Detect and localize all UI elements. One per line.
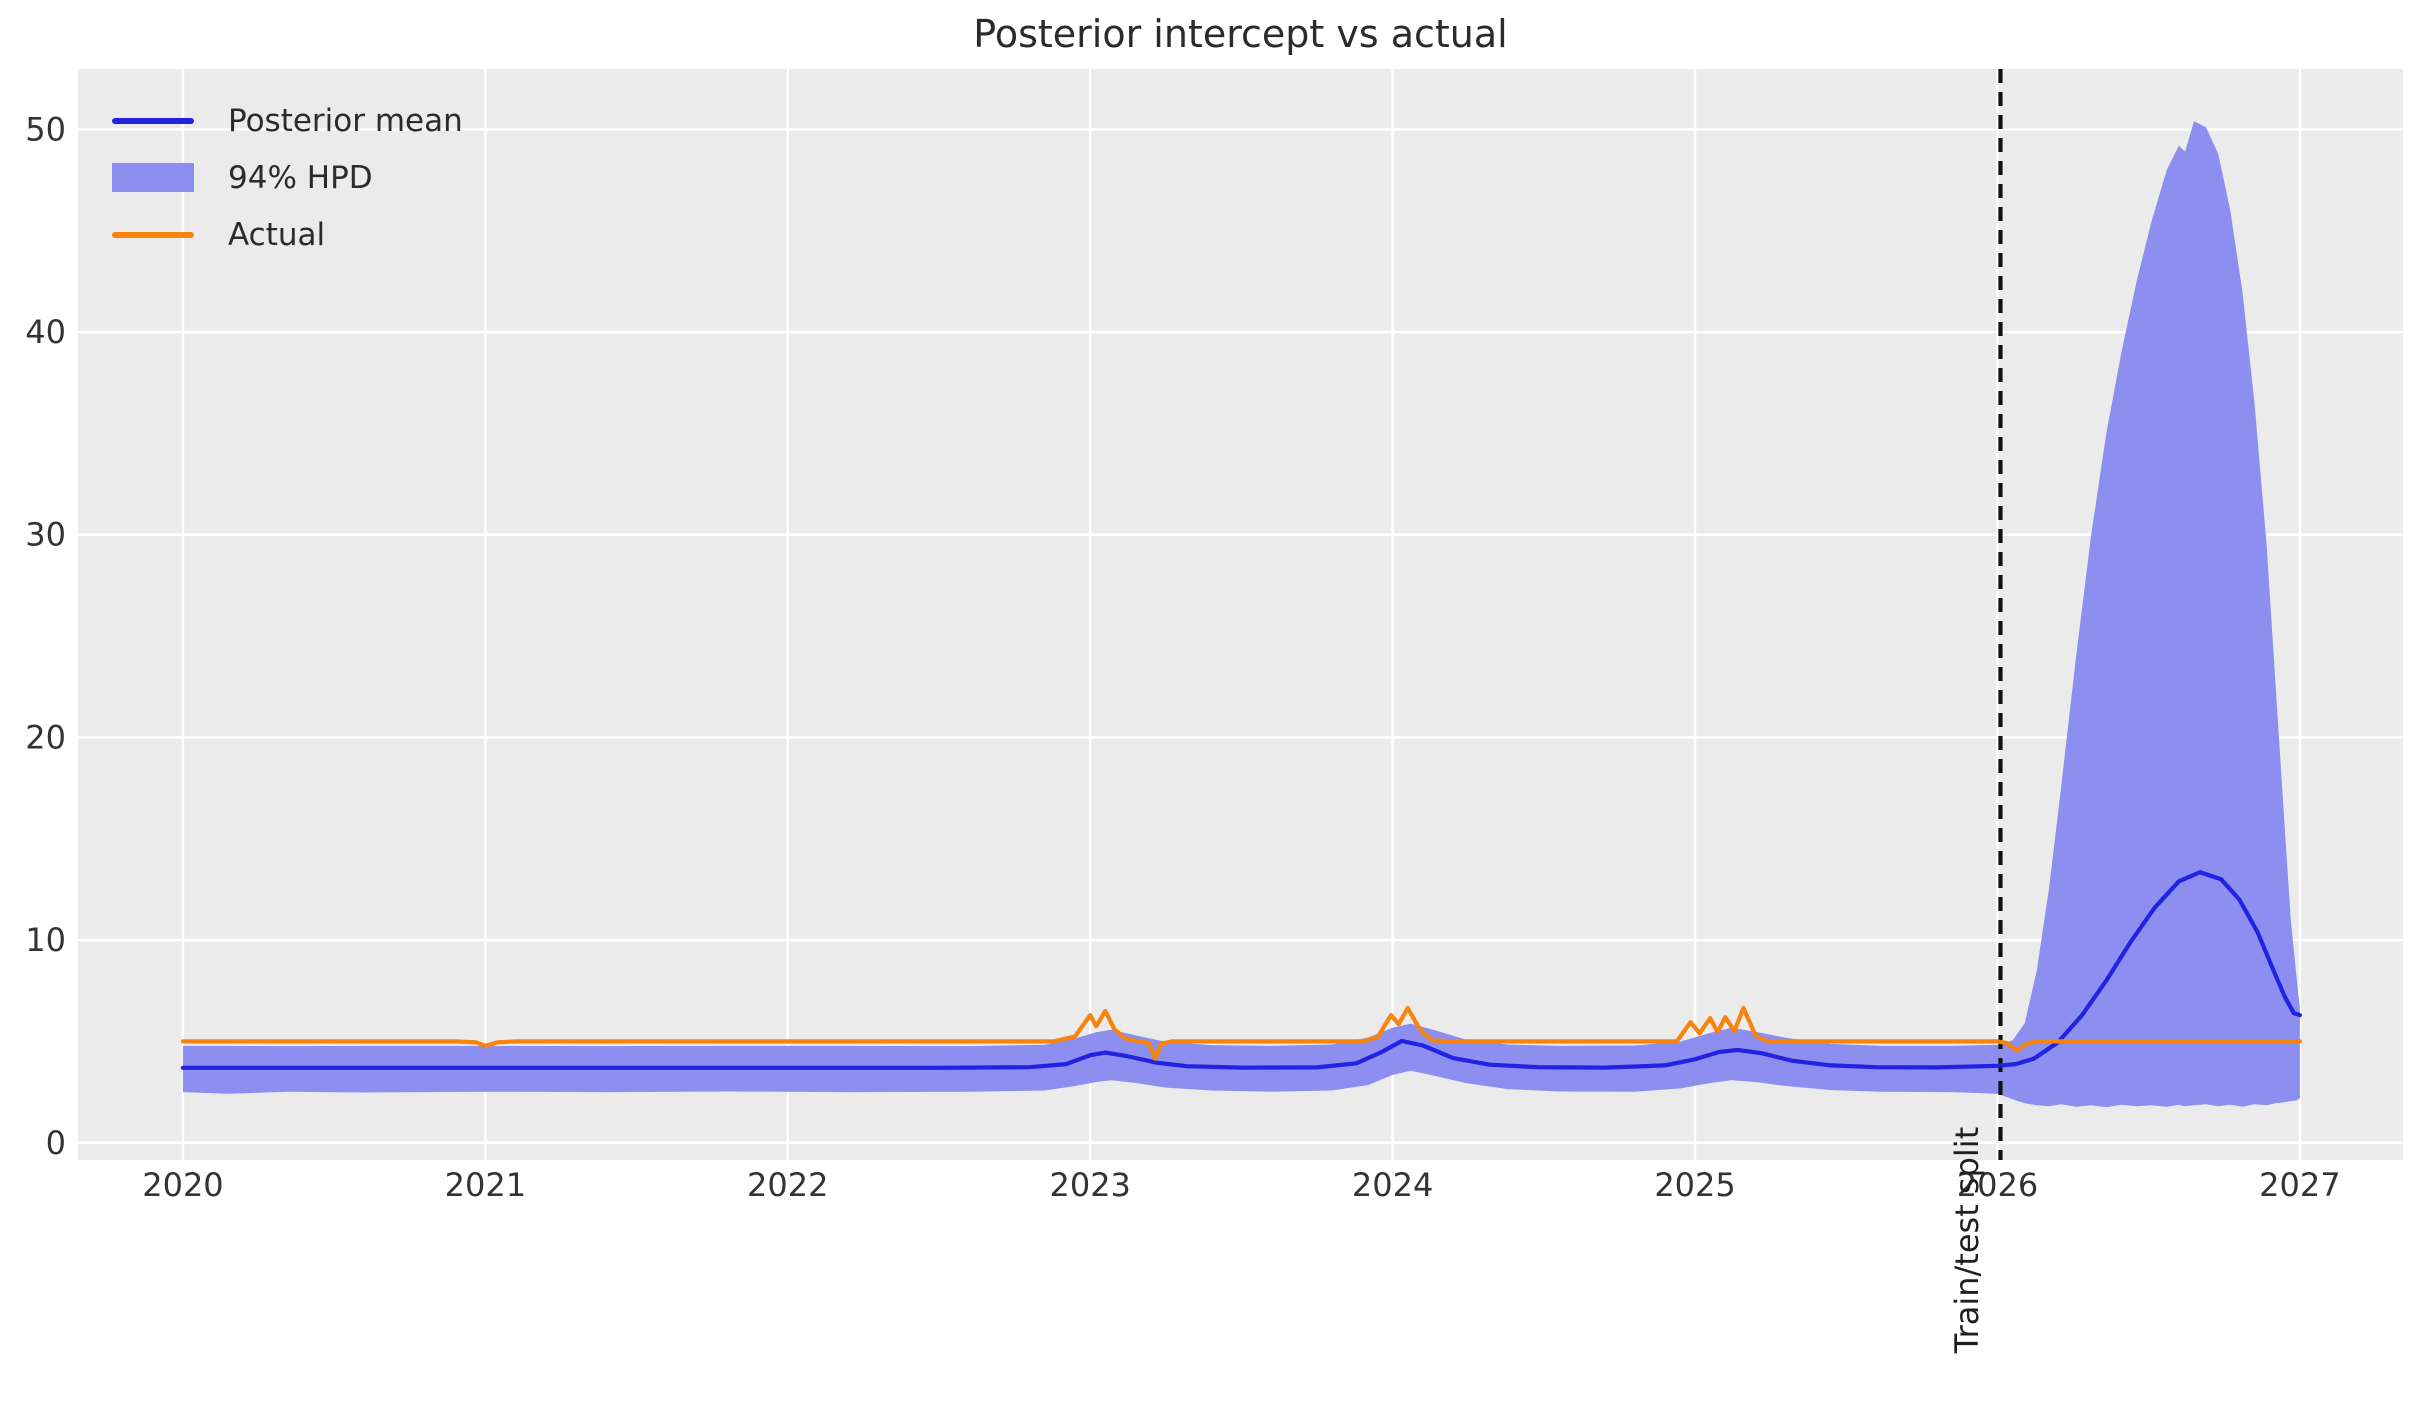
- gridlines: [78, 69, 2403, 1160]
- legend-label: Posterior mean: [228, 102, 463, 139]
- actual-polyline: [180, 1005, 2302, 1061]
- legend: Posterior mean 94% HPD Actual: [100, 100, 463, 255]
- train-test-split-label: Train/test split: [1948, 1127, 1986, 1355]
- legend-label: Actual: [228, 216, 326, 253]
- posterior-mean-line-swatch: [112, 117, 194, 124]
- y-tick-label: 10: [25, 921, 66, 959]
- x-tick-label: 2027: [2259, 1166, 2340, 1204]
- x-tick-label: 2020: [142, 1166, 223, 1204]
- x-tick-label: 2021: [445, 1166, 526, 1204]
- posterior-mean-line: [180, 870, 2302, 1070]
- posterior-mean-polyline: [180, 870, 2302, 1070]
- legend-label: 94% HPD: [228, 159, 373, 196]
- x-tick-label: 2024: [1352, 1166, 1433, 1204]
- x-tick-labels: 2020 2021 2022 2023 2024 2025 2026 2027: [142, 1166, 2340, 1204]
- x-tick-label: 2022: [747, 1166, 828, 1204]
- chart-title: Posterior intercept vs actual: [973, 12, 1508, 56]
- hpd-band-swatch: [112, 163, 194, 192]
- plot-area-background: [78, 69, 2403, 1160]
- x-tick-label: 2023: [1049, 1166, 1130, 1204]
- y-tick-label: 40: [25, 313, 66, 351]
- y-tick-label: 30: [25, 516, 66, 554]
- legend-item-actual: Actual: [100, 214, 463, 255]
- legend-item-posterior-mean: Posterior mean: [100, 100, 463, 141]
- actual-line: [180, 1005, 2302, 1061]
- x-tick-label: 2025: [1654, 1166, 1735, 1204]
- x-tick-label: 2026: [1957, 1166, 2038, 1204]
- actual-line-swatch: [112, 231, 194, 238]
- y-tick-label: 0: [46, 1124, 66, 1162]
- y-tick-labels: 0 10 20 30 40 50: [25, 110, 66, 1161]
- y-tick-label: 20: [25, 718, 66, 756]
- y-tick-label: 50: [25, 110, 66, 148]
- legend-item-hpd: 94% HPD: [100, 157, 463, 198]
